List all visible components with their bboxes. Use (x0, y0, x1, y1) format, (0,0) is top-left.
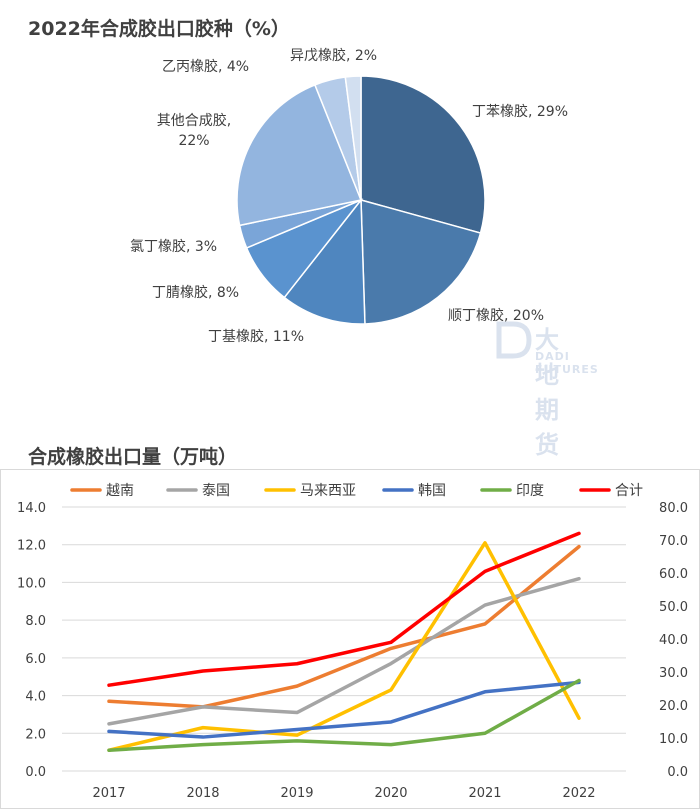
y-left-tick-label: 2.0 (25, 727, 46, 742)
legend-label-0: 越南 (106, 483, 134, 499)
pie-chart (236, 75, 486, 325)
y-right-tick-label: 70.0 (659, 534, 688, 549)
y-right-tick-label: 60.0 (659, 567, 688, 582)
pie-label-cr: 氯丁橡胶, 3% (130, 239, 218, 255)
legend-label-3: 韩国 (418, 483, 446, 499)
y-right-tick-label: 0.0 (667, 765, 688, 780)
series-line-2 (107, 541, 581, 753)
x-tick-label: 2022 (562, 786, 595, 801)
series-line-4 (107, 678, 581, 753)
y-right-tick-label: 50.0 (659, 600, 688, 615)
line-chart: 0.0 2.0 4.0 6.0 8.0 10.0 12.0 14.0 0.0 10.0 20.0 30… (0, 469, 700, 809)
pie-label-sbr: 丁苯橡胶, 29% (472, 104, 569, 120)
pie-slice-iir (283, 197, 366, 325)
line-chart-title: 合成橡胶出口量（万吨） (28, 446, 238, 468)
pie-label-ir: 异戊橡胶, 2% (290, 48, 378, 64)
y-right-tick-label: 10.0 (659, 732, 688, 747)
x-tick-label: 2020 (374, 786, 407, 801)
x-tick-label: 2018 (186, 786, 219, 801)
line-chart-border (0, 469, 700, 809)
pie-slice-sbr (360, 75, 486, 234)
series-line-3 (107, 680, 581, 739)
y-left-tick-label: 0.0 (25, 765, 46, 780)
y-right-tick-label: 30.0 (659, 666, 688, 681)
watermark-logo: 大地期货 DADI FUTURES (495, 320, 598, 459)
y-left-tick-label: 10.0 (17, 576, 46, 591)
pie-label-br: 顺丁橡胶, 20% (448, 308, 545, 324)
watermark-subtext: DADI FUTURES (535, 350, 599, 376)
pie-chart-title: 2022年合成胶出口胶种（%） (28, 18, 290, 40)
y-left-tick-label: 8.0 (25, 614, 46, 629)
legend-label-1: 泰国 (202, 483, 230, 499)
watermark-text: 大地期货 (535, 326, 561, 459)
pie-label-other: 其他合成胶, 22% (156, 113, 232, 149)
y-left-tick-label: 12.0 (17, 539, 46, 554)
pie-label-nbr: 丁腈橡胶, 8% (152, 285, 240, 301)
pie-label-epdm: 乙丙橡胶, 4% (162, 59, 250, 75)
pie-slice-ir (344, 75, 362, 201)
pie-label-iir: 丁基橡胶, 11% (208, 329, 305, 345)
series-line-5 (107, 531, 581, 687)
watermark-d-icon (496, 321, 532, 359)
series-line-1 (107, 576, 581, 726)
y-left-tick-label: 14.0 (17, 501, 46, 516)
series-line-0 (107, 544, 581, 709)
x-tick-label: 2017 (92, 786, 125, 801)
y-right-tick-label: 40.0 (659, 633, 688, 648)
y-left-tick-label: 4.0 (25, 690, 46, 705)
x-tick-label: 2021 (468, 786, 501, 801)
legend-label-4: 印度 (516, 483, 544, 499)
x-tick-label: 2019 (280, 786, 313, 801)
y-right-tick-label: 20.0 (659, 699, 688, 714)
y-right-tick-label: 80.0 (659, 501, 688, 516)
pie-slice-other (236, 83, 363, 227)
y-left-tick-label: 6.0 (25, 652, 46, 667)
legend-label-2: 马来西亚 (300, 483, 356, 499)
legend-label-5: 合计 (615, 483, 643, 499)
pie-slice-br (360, 199, 482, 325)
